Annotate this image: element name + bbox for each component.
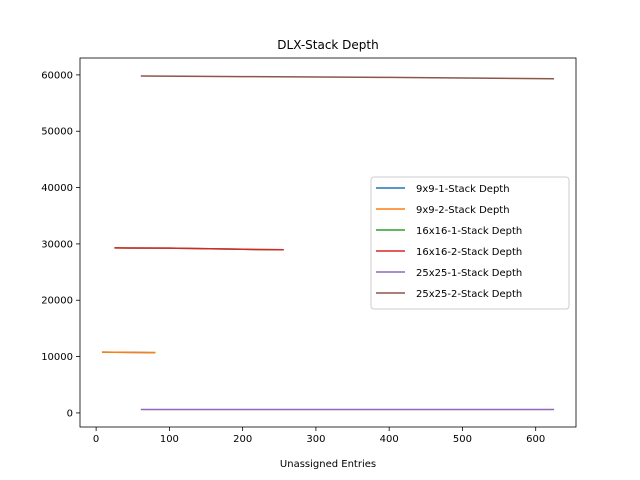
series-line-25x25-2-stack-depth — [140, 75, 555, 80]
legend-label-16x16-1-stack-depth: 16x16-1-Stack Depth — [416, 226, 522, 237]
legend-label-25x25-2-stack-depth: 25x25-2-Stack Depth — [416, 289, 522, 300]
y-tick-label: 50000 — [41, 127, 73, 138]
y-axis: 0 10000 20000 30000 40000 50000 60000 — [41, 70, 80, 419]
x-tick-label: 100 — [160, 434, 179, 445]
y-tick-label: 20000 — [41, 296, 73, 307]
series-line-16x16-2-stack-depth — [114, 247, 284, 251]
legend-label-16x16-2-stack-depth: 16x16-2-Stack Depth — [416, 247, 522, 258]
x-tick-label: 600 — [526, 434, 545, 445]
legend: 9x9-1-Stack Depth 9x9-2-Stack Depth 16x16-… — [370, 176, 570, 310]
series-line-9x9-2-stack-depth — [101, 351, 156, 354]
x-axis-label: Unassigned Entries — [280, 459, 376, 470]
legend-label-9x9-1-stack-depth: 9x9-1-Stack Depth — [416, 184, 510, 195]
x-tick-label: 400 — [380, 434, 399, 445]
y-tick-label: 10000 — [41, 352, 73, 363]
legend-frame — [370, 176, 570, 310]
x-tick-label: 200 — [233, 434, 252, 445]
y-tick-label: 60000 — [41, 70, 73, 81]
x-axis: 0 100 200 300 400 500 600 — [93, 427, 545, 445]
x-tick-label: 300 — [306, 434, 325, 445]
plot-frame — [79, 57, 577, 428]
y-tick-label: 40000 — [41, 183, 73, 194]
chart-title: DLX-Stack Depth — [277, 38, 378, 52]
x-tick-label: 500 — [453, 434, 472, 445]
y-tick-label: 0 — [67, 408, 73, 419]
y-tick-label: 30000 — [41, 239, 73, 250]
x-tick-label: 0 — [93, 434, 99, 445]
legend-label-9x9-2-stack-depth: 9x9-2-Stack Depth — [416, 205, 510, 216]
legend-label-25x25-1-stack-depth: 25x25-1-Stack Depth — [416, 268, 522, 279]
